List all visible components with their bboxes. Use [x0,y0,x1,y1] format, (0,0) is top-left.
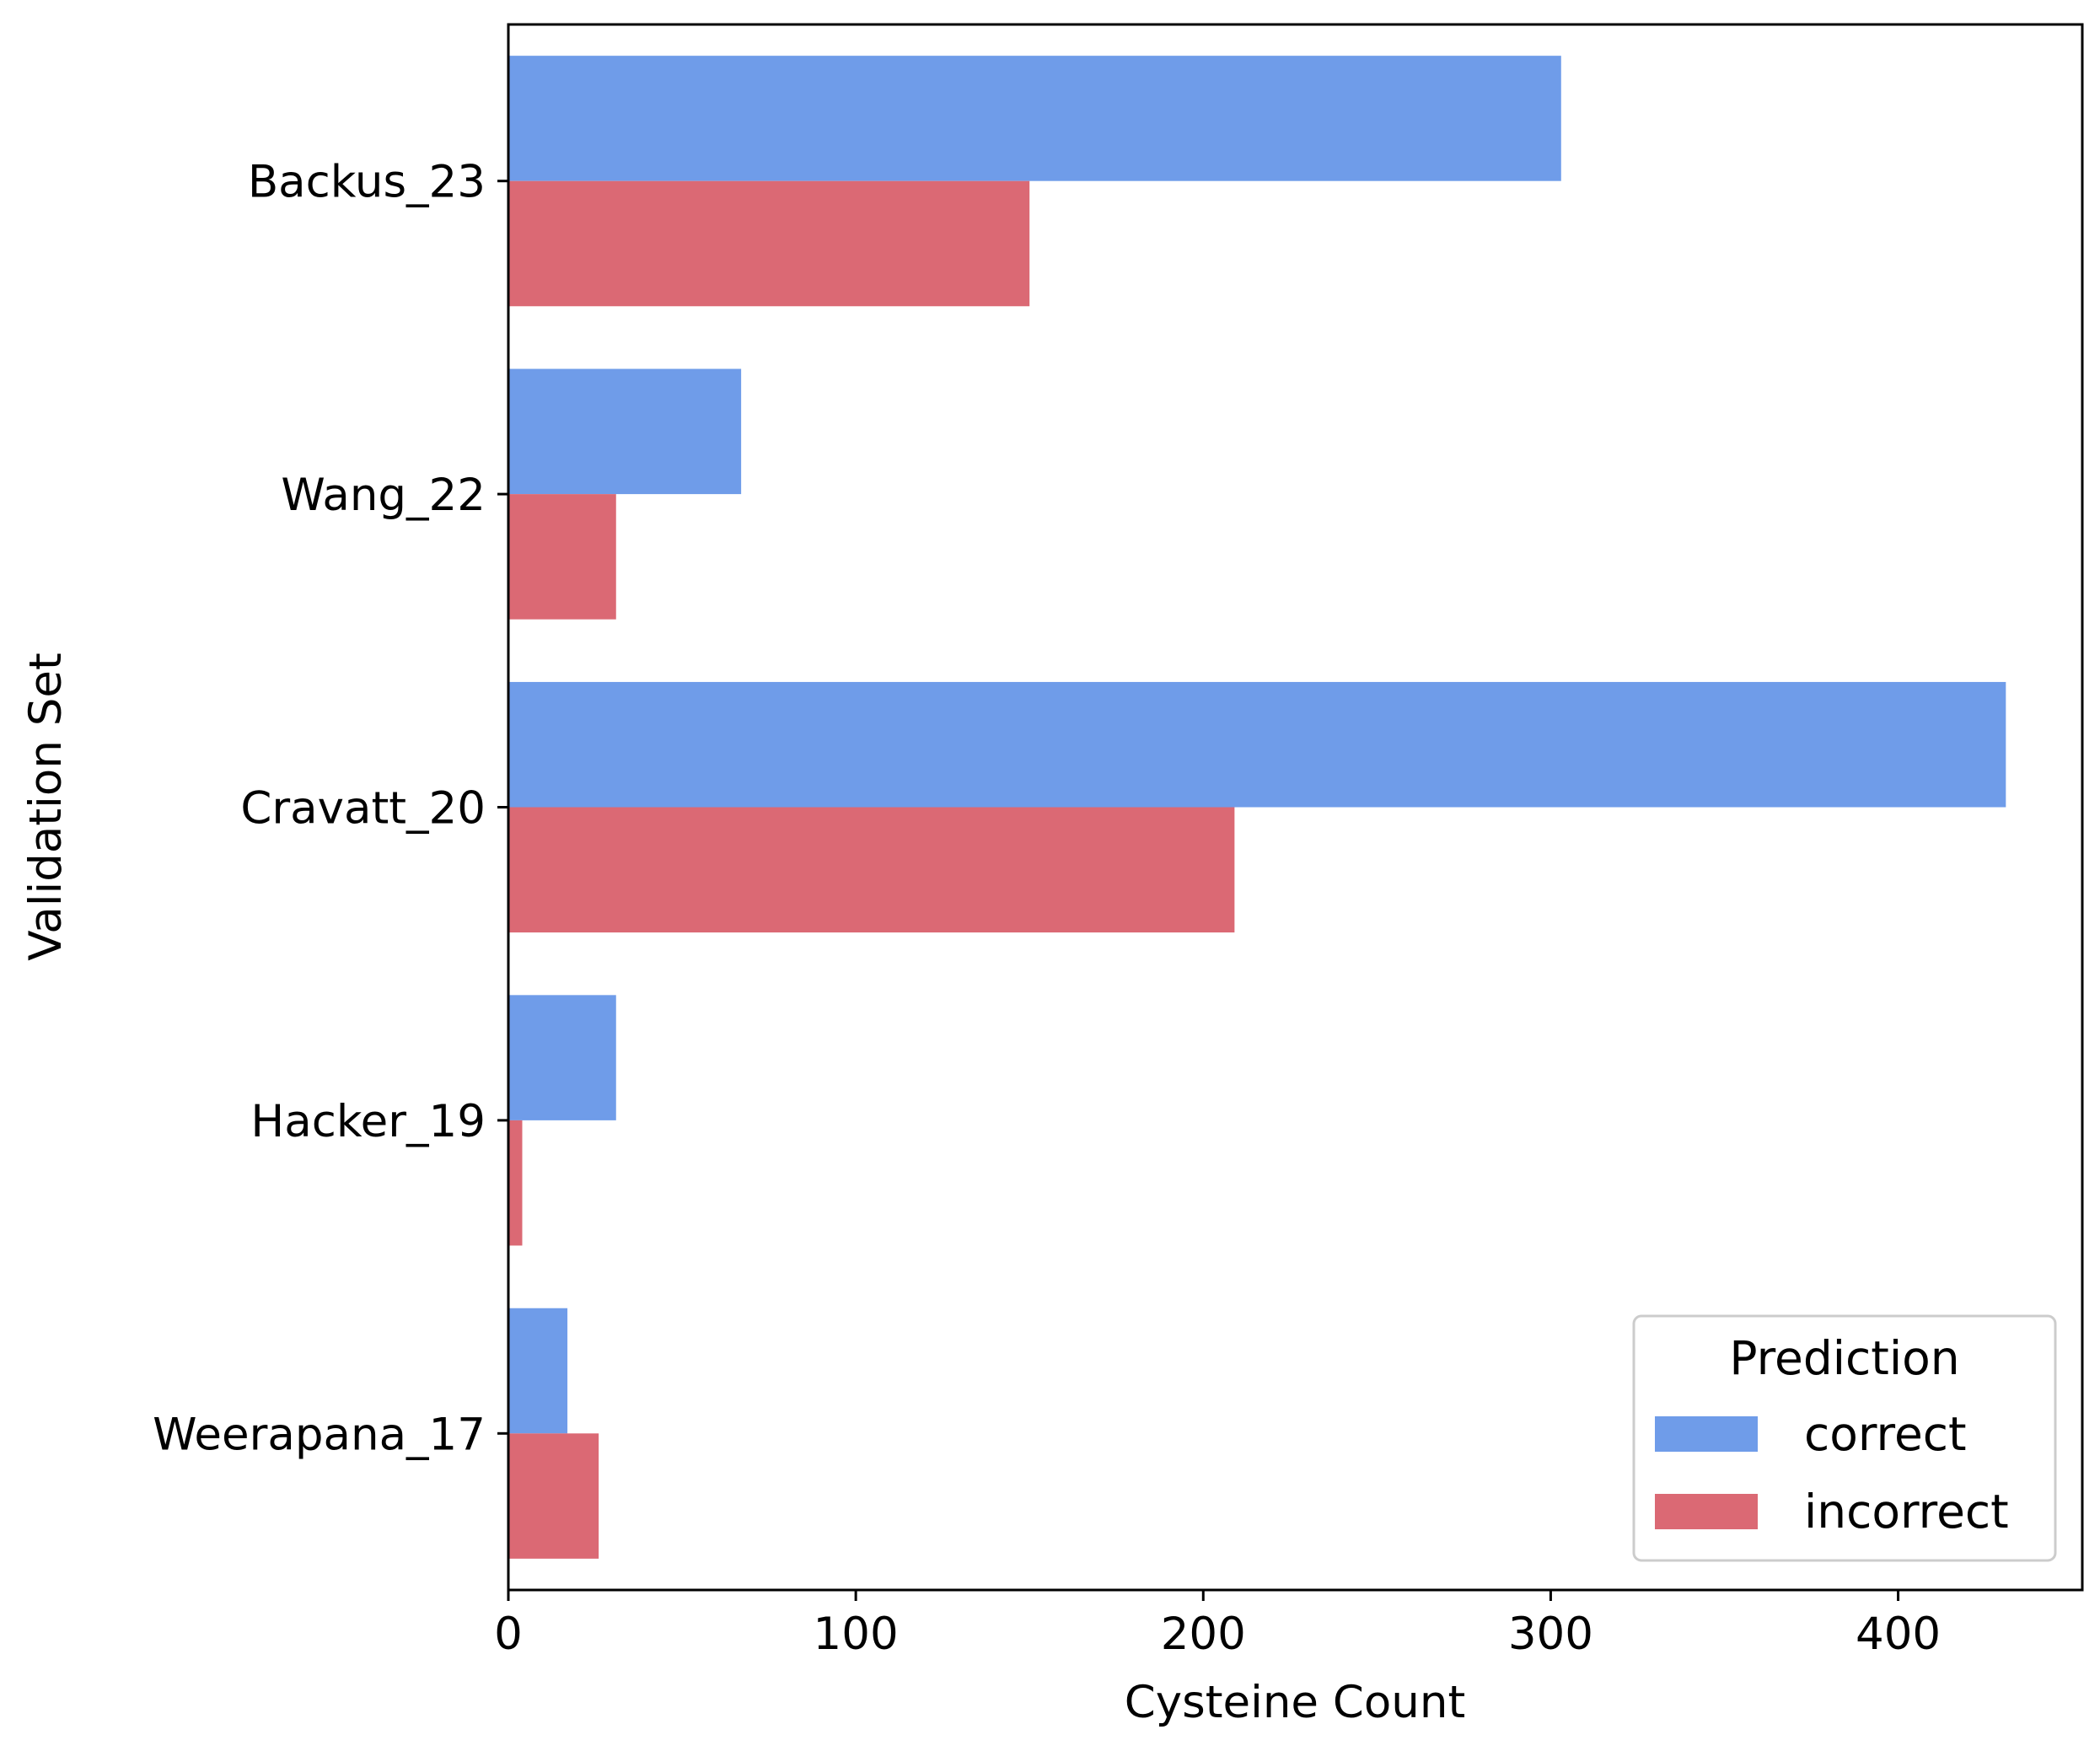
legend-label-incorrect: incorrect [1804,1485,2009,1539]
x-tick-label: 400 [1856,1609,1941,1660]
legend-label-correct: correct [1804,1407,1967,1461]
legend-swatch-correct [1655,1416,1758,1452]
y-tick-label: Hacker_19 [250,1096,486,1147]
y-axis: Backus_23 Wang_22 Cravatt_20 Hacker_19 Weera… [153,157,508,1460]
y-tick-label: Wang_22 [281,470,486,521]
bar-incorrect-cravatt_20 [508,807,1235,933]
bars-layer [508,56,2006,1559]
y-tick-label: Weerapana_17 [153,1409,486,1460]
x-tick-label: 100 [814,1609,899,1660]
legend-items: correct incorrect [1655,1407,2009,1539]
bar-incorrect-weerapana_17 [508,1433,599,1559]
bar-correct-weerapana_17 [508,1308,568,1434]
legend-swatch-incorrect [1655,1494,1758,1529]
bar-correct-cravatt_20 [508,681,2006,808]
y-tick-label: Backus_23 [248,157,486,208]
y-axis-title: Validation Set [20,653,72,961]
x-tick-label: 300 [1508,1609,1593,1660]
x-tick-label: 200 [1161,1609,1246,1660]
bar-correct-hacker_19 [508,995,616,1120]
bar-incorrect-hacker_19 [508,1120,523,1246]
x-tick-label: 0 [494,1609,523,1660]
bar-incorrect-wang_22 [508,494,616,620]
legend-title: Prediction [1729,1331,1959,1385]
bar-correct-backus_23 [508,56,1561,181]
x-axis: 0 100 200 300 400 [494,1590,1941,1660]
x-axis-title: Cysteine Count [1125,1677,1466,1728]
y-tick-label: Cravatt_20 [240,783,486,835]
bar-correct-wang_22 [508,368,742,495]
legend: Prediction correct incorrect [1632,1314,2057,1562]
bar-incorrect-backus_23 [508,180,1030,307]
